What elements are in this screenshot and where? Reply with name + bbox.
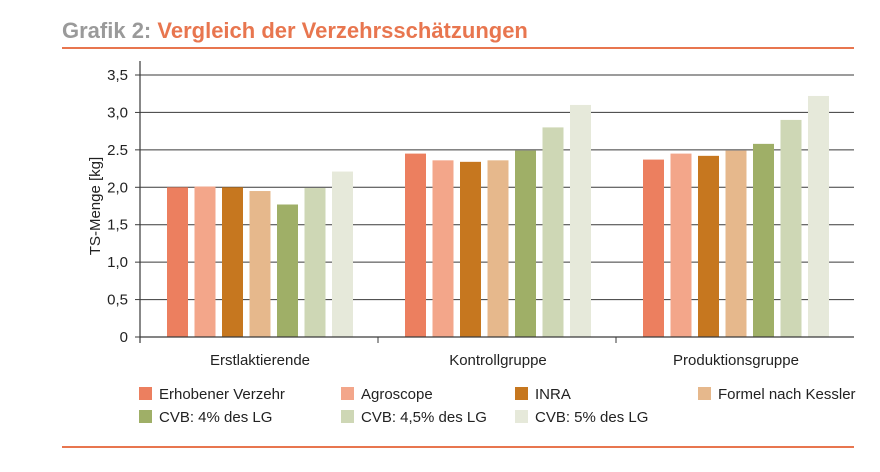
chart-title-prefix: Grafik 2: [62,18,152,43]
chart-header: Grafik 2: Vergleich der Verzehrsschätzun… [62,18,854,52]
legend-swatch [341,387,354,400]
y-tick-label: 2,0 [107,179,128,196]
bar-produktionsgruppe-series-1 [643,159,664,337]
bar-erstlaktierende-series-3 [222,187,243,337]
y-tick-label: 2.5 [107,142,128,159]
bar-erstlaktierende-series-6 [304,188,326,337]
legend-item: Formel nach Kessler [698,386,856,403]
legend-item: Erhobener Verzehr [139,386,285,403]
legend-swatch [698,387,711,400]
bar-erstlaktierende-series-2 [194,186,216,337]
legend-item: INRA [515,386,571,403]
x-category-label: Produktionsgruppe [673,352,799,369]
bar-erstlaktierende-series-1 [167,187,188,337]
legend-label: CVB: 4% des LG [159,409,272,426]
bar-produktionsgruppe-series-2 [670,153,692,337]
legend-item: CVB: 5% des LG [515,409,648,426]
bar-produktionsgruppe-series-6 [780,119,802,338]
legend-item: CVB: 4% des LG [139,409,272,426]
footer-divider [62,446,854,448]
y-tick-label: 0 [120,329,128,346]
chart-title-text: Vergleich der Verzehrsschätzungen [157,18,528,43]
legend-swatch [139,410,152,423]
legend-swatch [139,387,152,400]
y-tick-label: 1,0 [107,254,128,271]
y-tick-label: 3,0 [107,104,128,121]
y-tick-label: 1,5 [107,217,128,234]
bar-kontrollgruppe-series-3 [460,161,481,337]
legend: Erhobener Verzehr Agroscope INRA Formel nac… [139,386,856,426]
header-divider [62,47,854,49]
x-axis-category-labels: Erstlaktierende Kontrollgruppe Produktions… [210,352,799,369]
legend-label: Erhobener Verzehr [159,386,285,403]
bars [167,95,829,338]
bar-kontrollgruppe-series-7 [570,104,591,337]
bar-kontrollgruppe-series-1 [405,153,426,337]
legend-label: CVB: 5% des LG [535,409,648,426]
axes [139,61,854,343]
bar-kontrollgruppe-series-5 [515,150,536,337]
bar-produktionsgruppe-series-4 [725,150,747,337]
bar-kontrollgruppe-series-6 [542,127,564,338]
bar-erstlaktierende-series-7 [332,171,353,337]
chart-title: Grafik 2: Vergleich der Verzehrsschätzun… [62,18,854,44]
y-axis-ticks: 0 0,5 1,0 1,5 2,0 2.5 3,0 3,5 [107,67,140,346]
x-category-label: Kontrollgruppe [449,352,547,369]
bar-erstlaktierende-series-5 [277,204,298,337]
y-tick-label: 3,5 [107,67,128,84]
legend-swatch [515,410,528,423]
bar-produktionsgruppe-series-5 [753,143,774,337]
legend-item: Agroscope [341,386,433,403]
legend-label: Formel nach Kessler [718,386,856,403]
bar-erstlaktierende-series-4 [249,191,271,337]
legend-label: Agroscope [361,386,433,403]
legend-swatch [515,387,528,400]
bar-kontrollgruppe-series-2 [432,160,454,337]
x-category-label: Erstlaktierende [210,352,310,369]
bar-kontrollgruppe-series-4 [487,160,509,337]
y-tick-label: 0,5 [107,292,128,309]
legend-item: CVB: 4,5% des LG [341,409,487,426]
bar-produktionsgruppe-series-3 [698,155,719,337]
y-axis-title: TS-Menge [kg] [87,157,104,255]
legend-label: CVB: 4,5% des LG [361,409,487,426]
legend-swatch [341,410,354,423]
bar-produktionsgruppe-series-7 [808,95,829,338]
legend-label: INRA [535,386,571,403]
